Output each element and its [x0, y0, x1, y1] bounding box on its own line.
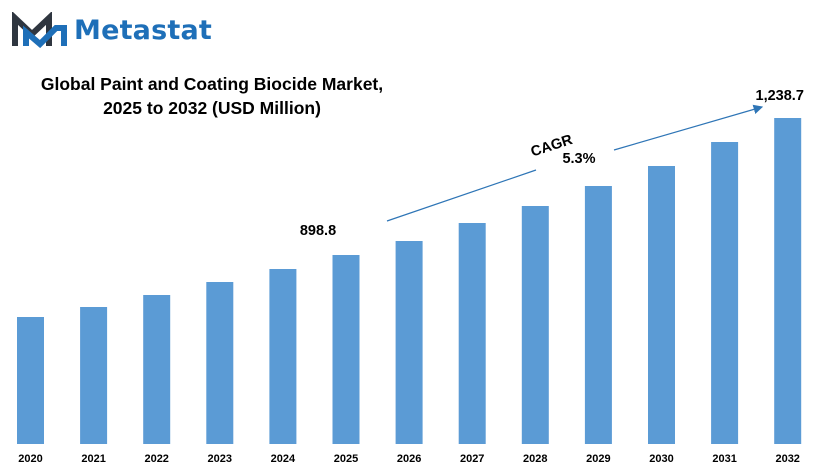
x-tick-2028: 2028 [523, 453, 547, 465]
x-tick-2022: 2022 [144, 453, 168, 465]
cagr-value: 5.3% [562, 151, 595, 167]
bar-2030 [648, 166, 675, 444]
x-tick-2023: 2023 [208, 453, 232, 465]
chart-title: Global Paint and Coating Biocide Market,… [10, 72, 414, 120]
bar-2027 [458, 223, 486, 444]
bar-2023 [206, 282, 234, 444]
x-tick-2020: 2020 [18, 453, 42, 465]
bar-2032 [774, 118, 802, 444]
x-tick-2026: 2026 [397, 453, 421, 465]
x-tick-2029: 2029 [586, 453, 610, 465]
data-label-2025: 898.8 [300, 223, 336, 239]
brand-name: Metastat [74, 14, 213, 46]
x-tick-2024: 2024 [271, 453, 296, 465]
cagr-arrow-line [386, 169, 537, 222]
data-labels: 898.8 1,238.7 [300, 88, 804, 239]
x-axis-ticks: 2020 2021 2022 2023 2024 2025 2026 2027 2028 2029… [18, 453, 800, 465]
bar-2024 [269, 269, 297, 444]
data-label-2032: 1,238.7 [756, 88, 804, 104]
chart-title-line-2: 2025 to 2032 (USD Million) [103, 98, 321, 118]
bar-2020 [17, 317, 44, 444]
x-tick-2032: 2032 [775, 453, 799, 465]
bar-2025 [332, 255, 360, 444]
bar-2021 [80, 307, 108, 444]
bar-2026 [395, 241, 423, 444]
x-tick-2027: 2027 [460, 453, 484, 465]
bar-2029 [584, 186, 612, 444]
cagr-arrow-head-line [613, 104, 764, 151]
bar-2022 [143, 295, 171, 444]
metastat-m-logo-icon [12, 12, 67, 48]
x-tick-2030: 2030 [649, 453, 673, 465]
chart-title-line-1: Global Paint and Coating Biocide Market, [40, 74, 384, 94]
bar-2028 [521, 206, 549, 444]
bar-group [17, 118, 802, 444]
x-tick-2025: 2025 [334, 453, 358, 465]
x-tick-2021: 2021 [81, 453, 105, 465]
x-tick-2031: 2031 [712, 453, 736, 465]
bar-2031 [711, 142, 739, 444]
metastat-logo[interactable]: Metastat [12, 10, 212, 50]
